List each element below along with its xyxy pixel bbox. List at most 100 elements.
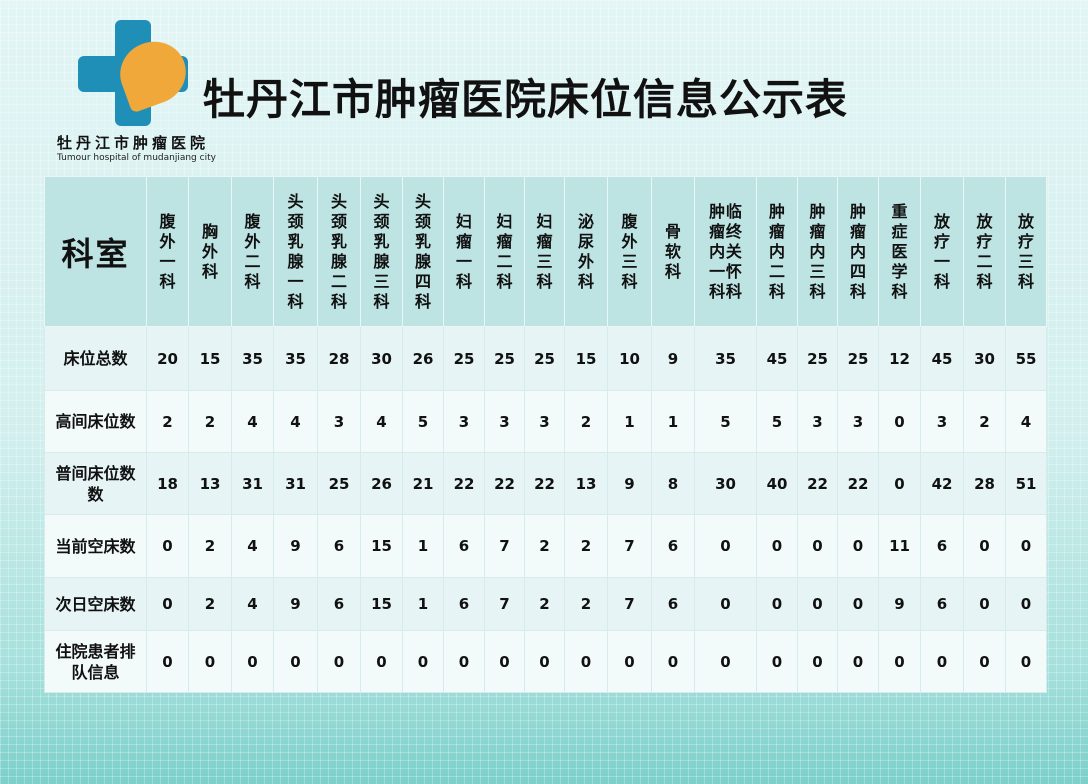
bed-count-cell: 2 [564, 390, 608, 453]
department-header: 腹外三科 [607, 176, 652, 327]
bed-count-cell: 0 [878, 630, 921, 693]
bed-count-cell: 3 [484, 390, 525, 453]
bed-count-cell: 0 [694, 630, 757, 693]
table-row: 当前空床数 0 2 4 9 6 15 1 6 7 2 2 7 6 0 0 0 0 11 6 0 0 [44, 514, 1047, 578]
bed-count-cell: 25 [837, 326, 879, 391]
department-header: 肿瘤内一科临终关怀科 [694, 176, 757, 327]
department-header: 重症医学科 [878, 176, 921, 327]
bed-count-cell: 0 [524, 630, 565, 693]
department-name: 骨软科 [664, 221, 681, 281]
bed-count-cell: 2 [524, 514, 565, 578]
department-header: 放疗一科 [920, 176, 964, 327]
bed-count-cell: 0 [837, 577, 879, 631]
department-name: 妇瘤二科 [496, 211, 513, 291]
department-name: 妇瘤一科 [455, 211, 472, 291]
bed-count-cell: 0 [146, 514, 189, 578]
department-header: 妇瘤三科 [524, 176, 565, 327]
bed-count-cell: 22 [484, 452, 525, 515]
bed-count-cell: 26 [360, 452, 403, 515]
bed-count-cell: 1 [651, 390, 695, 453]
department-header: 头颈乳腺二科 [317, 176, 361, 327]
bed-count-cell: 9 [273, 514, 318, 578]
bed-count-cell: 0 [360, 630, 403, 693]
row-label: 次日空床数 [44, 577, 147, 631]
bed-count-cell: 3 [797, 390, 838, 453]
bed-count-cell: 6 [651, 577, 695, 631]
bed-count-cell: 0 [797, 514, 838, 578]
bed-count-cell: 18 [146, 452, 189, 515]
bed-count-cell: 42 [920, 452, 964, 515]
bed-count-cell: 0 [564, 630, 608, 693]
bed-count-cell: 2 [564, 577, 608, 631]
bed-count-cell: 3 [524, 390, 565, 453]
department-name: 放疗一科 [933, 211, 950, 291]
table-row: 普间床位数数 18 13 31 31 25 26 21 22 22 22 13 9 8 30 40 22 22 0 4… [44, 452, 1047, 515]
bed-count-cell: 8 [651, 452, 695, 515]
bed-count-cell: 0 [651, 630, 695, 693]
bed-count-cell: 9 [878, 577, 921, 631]
bed-count-cell: 0 [756, 577, 798, 631]
bed-count-cell: 0 [402, 630, 444, 693]
bed-count-cell: 1 [607, 390, 652, 453]
bed-count-cell: 6 [651, 514, 695, 578]
bed-count-cell: 6 [443, 514, 485, 578]
bed-count-cell: 6 [920, 514, 964, 578]
row-label: 床位总数 [44, 326, 147, 391]
department-header: 妇瘤二科 [484, 176, 525, 327]
bed-count-cell: 9 [651, 326, 695, 391]
bed-count-cell: 22 [443, 452, 485, 515]
table-header-row: 科室 腹外一科 胸外科 腹外二科 头颈乳腺一科 头颈乳腺二科 头颈乳腺三科 头颈乳腺四科 妇瘤… [44, 176, 1047, 327]
bed-count-cell: 5 [402, 390, 444, 453]
table-row: 高间床位数 2 2 4 4 3 4 5 3 3 3 2 1 1 5 5 3 3 0 3 2 4 [44, 390, 1047, 453]
row-label: 普间床位数数 [44, 452, 147, 515]
table-row: 住院患者排队信息 0 0 0 0 0 0 0 0 0 0 0 0 0 0 0 0 0 0 0 0 0 [44, 630, 1047, 693]
bed-count-cell: 30 [360, 326, 403, 391]
department-name: 临终关怀科 [725, 201, 742, 301]
bed-count-cell: 26 [402, 326, 444, 391]
bed-count-cell: 0 [1005, 577, 1047, 631]
bed-count-cell: 0 [797, 577, 838, 631]
bed-count-cell: 0 [607, 630, 652, 693]
bed-count-cell: 2 [146, 390, 189, 453]
bed-count-cell: 25 [317, 452, 361, 515]
bed-count-cell: 3 [920, 390, 964, 453]
bed-count-cell: 55 [1005, 326, 1047, 391]
department-header: 妇瘤一科 [443, 176, 485, 327]
bed-count-cell: 45 [756, 326, 798, 391]
bed-count-cell: 0 [188, 630, 232, 693]
bed-info-table: 科室 腹外一科 胸外科 腹外二科 头颈乳腺一科 头颈乳腺二科 头颈乳腺三科 头颈乳腺四科 妇瘤… [44, 176, 1047, 693]
bed-count-cell: 0 [484, 630, 525, 693]
department-header: 肿瘤内四科 [837, 176, 879, 327]
department-header: 腹外一科 [146, 176, 189, 327]
table-row: 床位总数 20 15 35 35 28 30 26 25 25 25 15 10 9 35 45 25 25 12 4… [44, 326, 1047, 391]
bed-count-cell: 25 [443, 326, 485, 391]
bed-count-cell: 3 [443, 390, 485, 453]
bed-count-cell: 0 [146, 577, 189, 631]
page-title: 牡丹江市肿瘤医院床位信息公示表 [203, 75, 849, 124]
bed-count-cell: 2 [188, 390, 232, 453]
department-header: 骨软科 [651, 176, 695, 327]
bed-count-cell: 25 [524, 326, 565, 391]
department-name: 肿瘤内二科 [768, 201, 785, 301]
row-label: 高间床位数 [44, 390, 147, 453]
table-row: 次日空床数 0 2 4 9 6 15 1 6 7 2 2 7 6 0 0 0 0 9 6 0 0 [44, 577, 1047, 631]
department-name: 腹外一科 [159, 211, 176, 291]
department-header: 泌尿外科 [564, 176, 608, 327]
department-header: 腹外二科 [231, 176, 274, 327]
bed-count-cell: 7 [484, 577, 525, 631]
bed-count-cell: 5 [756, 390, 798, 453]
bed-count-cell: 6 [443, 577, 485, 631]
bed-count-cell: 4 [1005, 390, 1047, 453]
bed-count-cell: 4 [273, 390, 318, 453]
bed-count-cell: 9 [607, 452, 652, 515]
department-name: 胸外科 [201, 221, 218, 281]
bed-count-cell: 35 [231, 326, 274, 391]
bed-count-cell: 0 [920, 630, 964, 693]
bed-count-cell: 31 [273, 452, 318, 515]
bed-count-cell: 0 [443, 630, 485, 693]
bed-count-cell: 2 [564, 514, 608, 578]
bed-count-cell: 2 [524, 577, 565, 631]
bed-count-cell: 28 [963, 452, 1006, 515]
bed-count-cell: 7 [484, 514, 525, 578]
bed-count-cell: 3 [837, 390, 879, 453]
